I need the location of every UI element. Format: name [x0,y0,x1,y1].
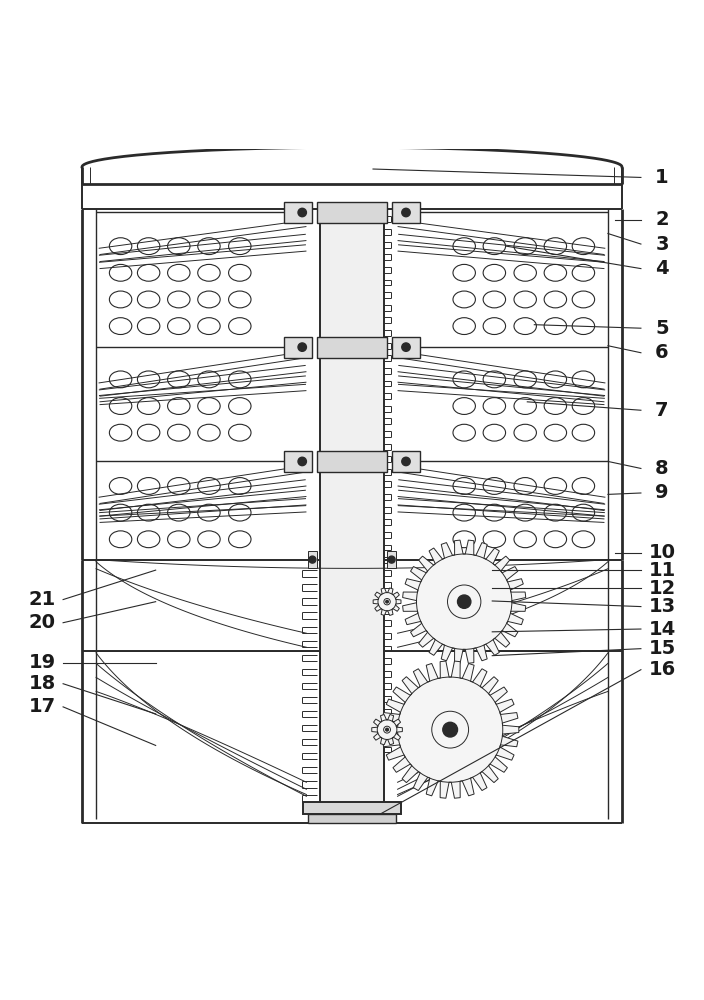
Circle shape [298,457,306,466]
Text: 19: 19 [28,653,56,672]
Bar [308,814,396,823]
Bar [317,202,387,223]
Circle shape [309,556,316,563]
Text: 13: 13 [648,597,676,616]
Circle shape [402,208,410,217]
Text: 2: 2 [655,210,669,229]
Text: 1: 1 [655,168,669,187]
Polygon shape [373,588,401,615]
Bar [303,802,401,814]
Circle shape [377,720,397,739]
Text: 6: 6 [655,343,669,362]
Text: 11: 11 [648,561,676,580]
Text: 17: 17 [28,697,56,716]
Bar [392,451,420,472]
Polygon shape [403,540,526,663]
Text: 15: 15 [648,639,676,658]
Text: 5: 5 [655,319,669,338]
Bar [317,337,387,358]
Bar [308,551,317,568]
Text: 8: 8 [655,459,669,478]
Text: 3: 3 [655,235,669,254]
Circle shape [458,595,471,608]
Bar [392,337,420,358]
Bar [284,337,312,358]
Circle shape [386,600,389,603]
Circle shape [402,343,410,351]
Circle shape [402,457,410,466]
Text: 12: 12 [648,579,676,598]
Circle shape [378,593,396,611]
Text: 20: 20 [29,613,56,632]
Circle shape [388,556,395,563]
Bar [284,451,312,472]
Text: 10: 10 [648,543,675,562]
Text: 4: 4 [655,259,669,278]
Bar [392,202,420,223]
Bar [387,551,396,568]
Circle shape [298,208,306,217]
Text: 7: 7 [655,401,669,420]
Bar [320,209,384,809]
Bar [317,451,387,472]
Circle shape [443,722,458,737]
Text: 21: 21 [28,590,56,609]
Circle shape [298,343,306,351]
Circle shape [386,728,389,731]
Circle shape [417,554,512,649]
Text: 9: 9 [655,483,669,502]
Text: 16: 16 [648,660,676,679]
Text: 18: 18 [28,674,56,693]
Circle shape [398,677,503,782]
Polygon shape [372,714,403,745]
Bar [284,202,312,223]
Text: 14: 14 [648,620,676,639]
Polygon shape [382,661,519,798]
